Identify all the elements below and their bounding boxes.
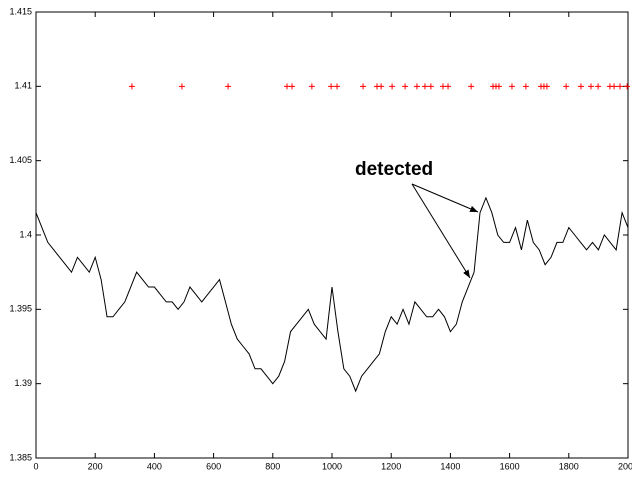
plus-marker (334, 83, 341, 90)
x-tick-label: 1000 (322, 461, 342, 471)
plus-marker (445, 83, 452, 90)
plus-marker (508, 83, 515, 90)
x-tick-label: 1200 (381, 461, 401, 471)
y-tick-label: 1.385 (9, 452, 32, 462)
plus-marker (468, 83, 475, 90)
plus-marker (402, 83, 409, 90)
y-tick-label: 1.39 (14, 378, 32, 388)
y-tick-label: 1.41 (14, 81, 32, 91)
plus-marker (440, 83, 446, 90)
plus-marker (563, 83, 570, 90)
y-tick-label: 1.405 (9, 155, 32, 165)
plus-marker (178, 83, 185, 90)
plot-area (35, 11, 629, 459)
plus-marker (421, 83, 428, 90)
plus-marker (522, 83, 529, 90)
data-line (35, 196, 629, 393)
annotation-arrow (411, 183, 479, 213)
annotation: detected (355, 159, 433, 180)
x-tick-label: 600 (206, 461, 221, 471)
plus-marker (289, 83, 296, 90)
plus-marker (284, 83, 291, 90)
x-tick-label: 0 (33, 461, 38, 471)
plus-marker (543, 83, 550, 90)
plus-marker (624, 83, 631, 90)
plus-marker (308, 83, 315, 90)
plus-marker (495, 83, 502, 90)
plus-marker (617, 83, 624, 90)
annotation-arrow (411, 183, 471, 279)
x-tick-label: 200 (88, 461, 103, 471)
y-tick-label: 1.4 (19, 229, 32, 239)
x-tick-label: 1800 (559, 461, 579, 471)
plus-marker (611, 83, 618, 90)
plus-marker (588, 83, 594, 90)
plus-marker (128, 83, 135, 90)
x-tick-label: 400 (147, 461, 162, 471)
plus-marker (427, 83, 434, 90)
x-tick-label: 800 (265, 461, 280, 471)
plus-marker (225, 83, 232, 90)
x-tick-label: 1600 (500, 461, 520, 471)
plus-marker (595, 83, 602, 90)
x-tick-label: 1400 (440, 461, 460, 471)
y-tick-label: 1.415 (9, 6, 32, 16)
y-tick-label: 1.395 (9, 304, 32, 314)
plus-marker (378, 83, 385, 90)
plus-marker (413, 83, 420, 90)
plus-marker (577, 83, 584, 90)
plus-marker (360, 83, 367, 90)
plus-marker (328, 83, 335, 90)
plus-marker (389, 83, 396, 90)
x-tick-label: 2000 (618, 461, 632, 471)
